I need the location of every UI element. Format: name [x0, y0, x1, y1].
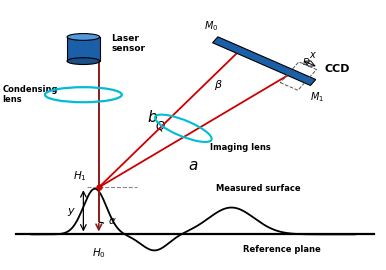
Text: $H_1$: $H_1$: [73, 170, 87, 183]
FancyBboxPatch shape: [67, 37, 100, 61]
Polygon shape: [213, 37, 316, 85]
Text: x: x: [309, 50, 315, 60]
Text: Reference plane: Reference plane: [242, 245, 320, 254]
Text: a: a: [188, 158, 198, 173]
Text: Laser
sensor: Laser sensor: [111, 34, 145, 53]
Text: CCD: CCD: [325, 65, 350, 75]
Text: Condensing
lens: Condensing lens: [3, 85, 58, 104]
Text: y: y: [67, 206, 74, 216]
Text: $Q$: $Q$: [155, 119, 166, 133]
Text: $H_0$: $H_0$: [92, 247, 106, 260]
Text: $\alpha$: $\alpha$: [108, 216, 117, 226]
Text: $M_0$: $M_0$: [204, 19, 218, 33]
Text: Measured surface: Measured surface: [216, 184, 301, 193]
Ellipse shape: [67, 58, 100, 65]
Text: D: D: [303, 58, 310, 67]
Ellipse shape: [67, 33, 100, 40]
Text: b: b: [148, 110, 157, 125]
Text: Imaging lens: Imaging lens: [210, 143, 271, 152]
Text: $M_1$: $M_1$: [310, 90, 324, 104]
Text: $\beta$: $\beta$: [213, 78, 222, 92]
